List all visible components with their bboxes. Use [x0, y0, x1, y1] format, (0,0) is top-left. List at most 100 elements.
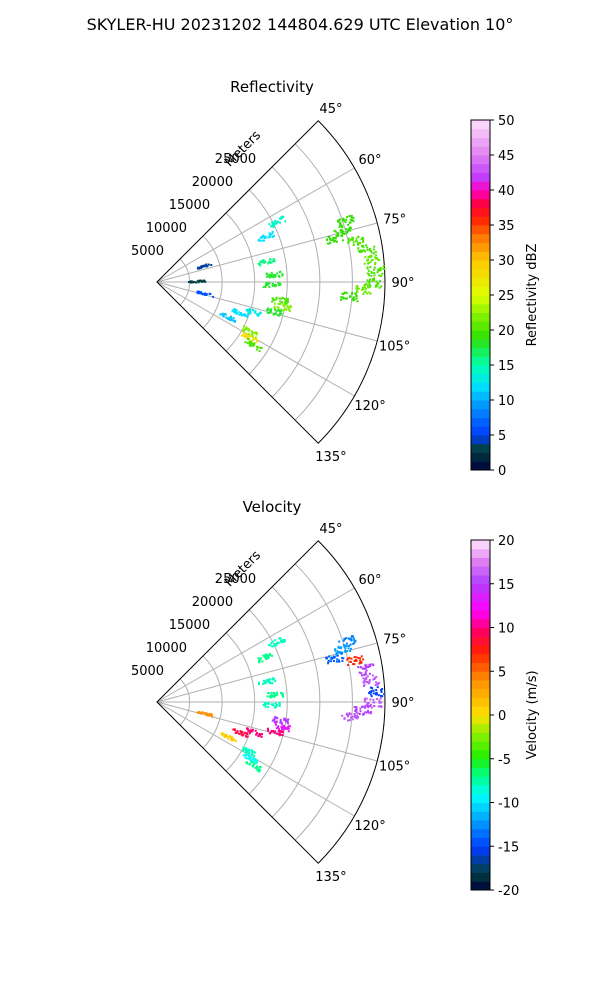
echo-gate [266, 656, 269, 659]
echo-gate [370, 690, 373, 692]
echo-gate [357, 235, 360, 238]
echo-cluster [363, 697, 383, 709]
colorbar-tick-label: 15 [498, 359, 515, 374]
echo-gate [271, 221, 274, 224]
echo-gate [329, 237, 332, 240]
echo-gate [281, 301, 284, 304]
echo-gate [267, 657, 270, 659]
colorbar-segment [471, 417, 490, 427]
echo-gate [374, 250, 377, 253]
colorbar-segment [471, 330, 490, 340]
range-tick-label: 10000 [146, 221, 187, 236]
echo-gate [372, 698, 375, 701]
echo-gate [201, 280, 204, 283]
echo-gate [356, 290, 358, 293]
echo-gate [274, 722, 277, 725]
echo-gate [371, 279, 374, 282]
echo-gate [282, 731, 285, 734]
colorbar-tick-label: 5 [498, 429, 506, 444]
echo-gate [234, 740, 237, 743]
echo-gate [260, 657, 262, 660]
echo-gate [348, 239, 351, 242]
echo-gate [255, 338, 258, 341]
echo-gate [337, 652, 340, 654]
echo-gate [271, 231, 274, 234]
echo-gate [343, 291, 346, 294]
echo-gate [255, 759, 258, 762]
echo-gate [259, 765, 262, 768]
echo-gate [376, 258, 379, 261]
echo-gate [326, 656, 328, 659]
echo-gate [368, 274, 371, 277]
echo-gate [272, 703, 275, 706]
velocity-title: Velocity [243, 498, 302, 516]
echo-gate [332, 656, 335, 659]
colorbar-segment [471, 120, 490, 130]
colorbar-segment [471, 347, 490, 357]
colorbar-segment [471, 146, 490, 156]
echo-gate [245, 753, 247, 756]
colorbar-segment [471, 566, 490, 576]
echo-gate [347, 664, 350, 666]
colorbar-tick-label: 5 [498, 665, 506, 680]
colorbar-segment [471, 400, 490, 410]
echo-gate [253, 311, 256, 314]
echo-gate [354, 659, 357, 661]
colorbar-segment [471, 260, 490, 270]
colorbar-label: Velocity (m/s) [525, 670, 540, 759]
echo-gate [281, 726, 284, 729]
echo-gate [279, 284, 282, 286]
theta-tick-label: 45° [319, 522, 342, 537]
echo-gate [242, 746, 245, 749]
echo-gate [273, 731, 276, 734]
echo-gate [347, 713, 350, 716]
echo-gate [273, 222, 276, 225]
echo-gate [281, 296, 284, 299]
echo-gate [373, 248, 376, 251]
echo-gate [266, 695, 269, 698]
echo-gate [339, 223, 342, 226]
echo-gate [376, 698, 379, 700]
echo-gate [369, 712, 372, 715]
echo-gate [273, 306, 276, 309]
echo-gate [277, 281, 280, 284]
echo-gate [288, 306, 291, 309]
azimuth-gridline [156, 587, 355, 703]
echo-gate [333, 240, 336, 243]
colorbar-segment [471, 321, 490, 331]
echo-gate [221, 734, 224, 737]
echo-gate [274, 639, 277, 642]
echo-gate [274, 680, 277, 682]
echo-gate [378, 259, 381, 261]
echo-gate [258, 733, 261, 736]
echo-gate [365, 666, 368, 669]
echo-cluster [257, 258, 276, 267]
echo-gate [223, 736, 226, 738]
echo-gate [358, 671, 361, 674]
echo-gate [350, 657, 353, 660]
echo-gate [363, 698, 366, 701]
echo-gate [365, 673, 367, 676]
echo-gate [249, 335, 252, 338]
echo-gate [271, 236, 274, 238]
echo-gate [364, 287, 367, 290]
velocity-panel: Velocity 45° 60° 75° 90° 105° 120° 135° 5000 1000… [131, 498, 540, 899]
echo-gate [381, 272, 384, 275]
echo-gate [273, 274, 276, 277]
echo-gate [246, 315, 249, 318]
echo-gate [272, 275, 275, 278]
echo-gate [284, 727, 287, 730]
echo-gate [368, 283, 371, 286]
echo-gate [365, 676, 368, 679]
echo-gate [370, 255, 373, 257]
echo-gate [249, 308, 251, 311]
echo-gate [279, 718, 282, 721]
echo-gate [380, 689, 383, 692]
echo-gate [225, 735, 228, 738]
echo-gate [279, 217, 282, 220]
echo-gate [248, 751, 251, 754]
echo-gate [281, 215, 284, 218]
colorbar-segment [471, 715, 490, 725]
echo-gate [268, 653, 271, 656]
